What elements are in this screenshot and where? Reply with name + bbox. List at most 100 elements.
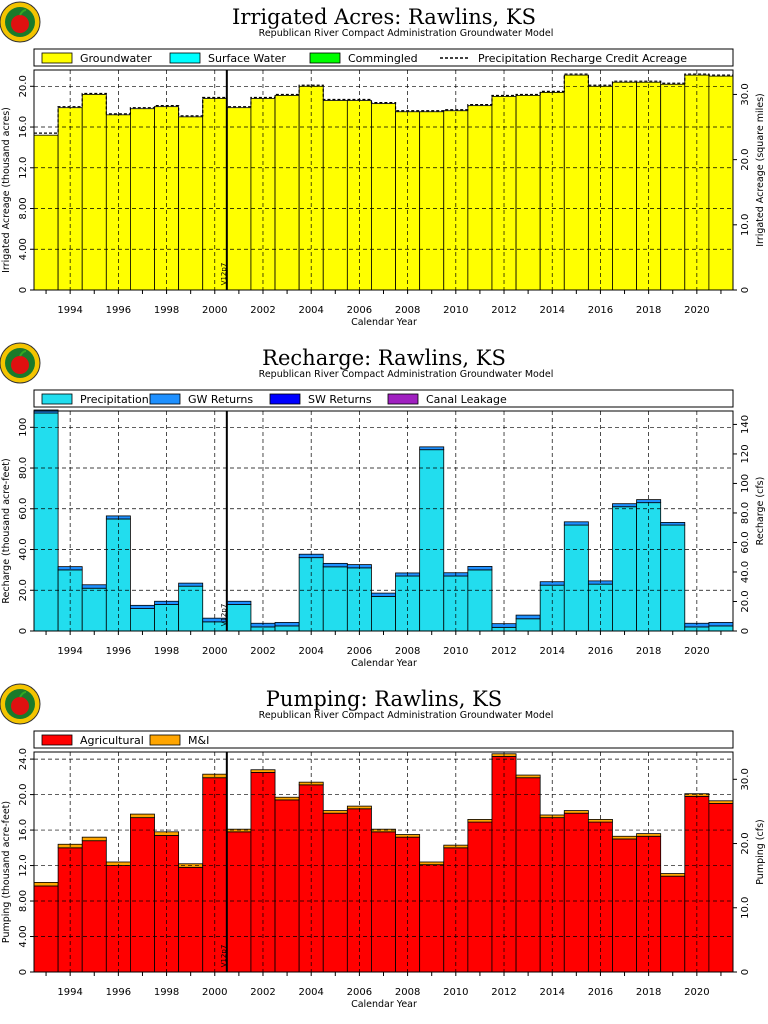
- legend: Agricultural M&I: [33, 730, 734, 749]
- legend-label: SW Returns: [308, 393, 372, 406]
- bar-agricultural-1997: [130, 817, 155, 973]
- bar-agricultural-2021: [708, 803, 734, 973]
- y-tick-label: 0: [18, 287, 29, 293]
- x-tick-label: 2004: [298, 646, 323, 657]
- x-tick-label: 2010: [443, 646, 468, 657]
- bar-precipitation-2009: [419, 449, 445, 632]
- bar-m-i-1995: [81, 836, 107, 842]
- bar-precipitation-1993: [33, 412, 59, 632]
- x-tick-label: 1998: [154, 305, 179, 316]
- bar-groundwater-2015: [563, 74, 589, 291]
- x-tick-label: 2000: [202, 646, 227, 657]
- leaf-icon: [19, 350, 27, 357]
- x-tick-label: 2014: [539, 305, 564, 316]
- bar-precipitation-2001: [226, 604, 252, 632]
- legend-swatch: [41, 734, 73, 746]
- legend: Groundwater Surface Water Commingled Precip…: [33, 48, 734, 67]
- y2-tick-label: 10.0: [740, 214, 751, 236]
- bar-groundwater-2011: [467, 105, 493, 291]
- y-tick-label: 40.0: [18, 538, 29, 560]
- recharge-chart: Recharge: Rawlins, KS Republican River Co…: [0, 341, 768, 682]
- y2-axis-label: Pumping (cfs): [755, 819, 766, 885]
- x-tick-label: 1994: [57, 987, 82, 998]
- bar-m-i-1993: [33, 882, 59, 887]
- leaf-icon: [19, 9, 27, 16]
- bar-m-i-2013: [515, 774, 541, 779]
- x-tick-label: 2000: [202, 305, 227, 316]
- y2-tick-label: 120: [740, 444, 751, 463]
- bar-m-i-2003: [274, 796, 300, 801]
- y-tick-label: 100: [18, 418, 29, 437]
- legend-label: Precipitation: [80, 393, 149, 406]
- x-tick-label: 1994: [57, 305, 82, 316]
- bar-gw-returns-1995: [81, 584, 107, 589]
- y2-axis-label: Irrigated Acreage (square miles): [755, 93, 766, 247]
- bar-groundwater-2009: [419, 111, 445, 291]
- x-tick-label: 2006: [347, 987, 372, 998]
- x-tick-label: 2008: [395, 987, 420, 998]
- bar-m-i-2016: [587, 819, 613, 823]
- bar-agricultural-1995: [81, 840, 107, 973]
- bar-m-i-2021: [708, 800, 734, 804]
- x-tick-label: 2002: [250, 646, 275, 657]
- bar-agricultural-1993: [33, 885, 59, 973]
- y-tick-label: 12.0: [18, 157, 29, 179]
- legend-box: [33, 48, 734, 67]
- y-tick-label: 8.00: [18, 197, 29, 219]
- bar-precipitation-1995: [81, 587, 107, 632]
- bar-precipitation-2013: [515, 618, 541, 632]
- legend-swatch: [41, 393, 73, 405]
- bar-groundwater-2001: [226, 107, 252, 291]
- bar-groundwater-1999: [178, 116, 204, 291]
- x-tick-label: 2020: [684, 305, 709, 316]
- bar-gw-returns-2021: [708, 622, 734, 627]
- legend-swatch: [41, 52, 73, 64]
- y2-tick-label: 20.0: [740, 148, 751, 170]
- legend-label: Groundwater: [80, 52, 152, 65]
- bar-agricultural-2001: [226, 831, 252, 973]
- x-tick-label: 2008: [395, 646, 420, 657]
- bar-gw-returns-2013: [515, 614, 541, 620]
- bar-agricultural-2011: [467, 821, 493, 973]
- bar-gw-returns-2001: [226, 600, 252, 605]
- x-tick-label: 2008: [395, 305, 420, 316]
- bar-m-i-2002: [250, 769, 276, 773]
- bar-groundwater-2017: [612, 81, 637, 291]
- bar-gw-returns-2019: [660, 522, 686, 526]
- chart-title: Pumping: Rawlins, KS: [266, 687, 502, 711]
- x-tick-label: 1996: [106, 646, 131, 657]
- bar-gw-returns-1997: [130, 604, 155, 609]
- apple-icon: [11, 356, 29, 374]
- y2-tick-label: 20.0: [740, 832, 751, 854]
- legend-swatch: [149, 393, 181, 405]
- y2-tick-label: 40.0: [740, 561, 751, 583]
- chart-subtitle: Republican River Compact Administration …: [259, 710, 554, 721]
- y2-tick-label: 30.0: [740, 83, 751, 105]
- x-tick-label: 2016: [588, 646, 613, 657]
- x-tick-label: 2016: [588, 987, 613, 998]
- x-tick-label: 2014: [539, 987, 564, 998]
- y-axis-label: Pumping (thousand acre-feet): [1, 801, 12, 943]
- x-tick-label: 1996: [106, 305, 131, 316]
- x-tick-label: 2002: [250, 987, 275, 998]
- legend-label: M&I: [188, 734, 209, 747]
- y-tick-label: 12.0: [18, 854, 29, 876]
- x-axis-label: Calendar Year: [351, 658, 417, 669]
- bar-agricultural-2009: [419, 864, 445, 973]
- y-tick-label: 0: [18, 969, 29, 975]
- series-line-precip-credit: [34, 73, 733, 134]
- x-tick-label: 2018: [636, 987, 661, 998]
- legend: Precipitation GW Returns SW Returns Canal L…: [33, 389, 734, 408]
- x-tick-label: 2010: [443, 987, 468, 998]
- bar-gw-returns-2005: [322, 562, 348, 568]
- y2-tick-label: 100: [740, 474, 751, 493]
- x-tick-label: 2006: [347, 646, 372, 657]
- bar-agricultural-1999: [178, 866, 204, 973]
- annotation-label: V12p7: [220, 263, 228, 286]
- bar-gw-returns-1999: [178, 582, 204, 587]
- bar-gw-returns-2003: [274, 622, 300, 627]
- legend-label: Agricultural: [80, 734, 144, 747]
- bar-groundwater-2003: [274, 95, 300, 291]
- x-tick-label: 2014: [539, 646, 564, 657]
